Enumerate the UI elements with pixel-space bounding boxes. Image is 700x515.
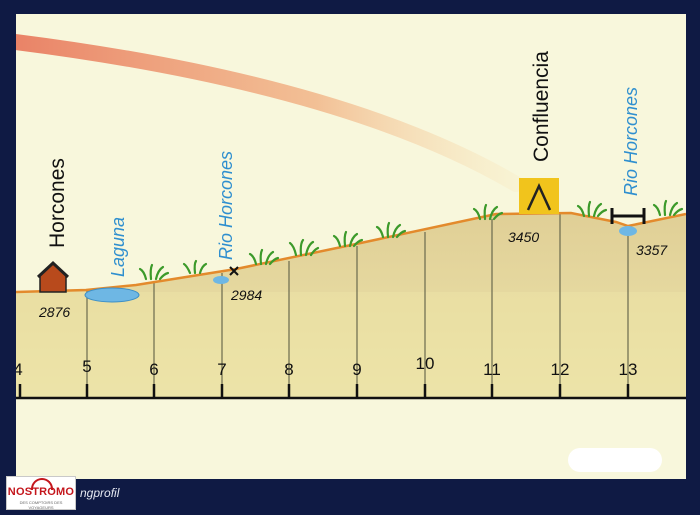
- river-water-2: [619, 226, 637, 236]
- cross-marker-icon: [229, 266, 239, 276]
- profile-line: [16, 211, 686, 294]
- tick-label-8: 8: [284, 360, 293, 379]
- bridge-icon: [610, 208, 646, 224]
- tick-label-6: 6: [149, 360, 158, 379]
- label-rio-horcones-1: Rio Horcones: [216, 151, 236, 260]
- logo-text: NOSTROMO: [7, 486, 75, 498]
- lower-band: [16, 292, 686, 398]
- elevation-profile: 4 5 6 7 8 9 10 11 12 13: [16, 14, 686, 479]
- trajectory-arc: [16, 34, 524, 192]
- label-horcones: Horcones: [46, 158, 69, 248]
- tick-label-5: 5: [82, 357, 91, 376]
- label-laguna: Laguna: [108, 217, 128, 277]
- tick-label-11: 11: [483, 360, 501, 379]
- logo-tagline: DES COMPTOIRS DES VOYAGEURS: [19, 500, 63, 510]
- elevation-end: 3357: [636, 242, 668, 258]
- footer-caption: ngprofil: [80, 486, 120, 500]
- elevation-start: 2876: [38, 304, 70, 320]
- camp-sign-icon: [519, 178, 559, 214]
- river-water-1: [213, 276, 229, 284]
- label-rio-horcones-2: Rio Horcones: [621, 87, 641, 196]
- tick-label-7: 7: [217, 360, 226, 379]
- hut-icon: [36, 260, 70, 293]
- grass-tufts: [138, 199, 684, 281]
- bottom-highlight: [568, 448, 662, 472]
- tick-label-4: 4: [16, 360, 23, 379]
- x-axis-ticks: [18, 384, 630, 398]
- tick-label-12: 12: [551, 360, 570, 379]
- profile-diagram: 4 5 6 7 8 9 10 11 12 13: [16, 34, 686, 472]
- label-confluencia: Confluencia: [530, 51, 553, 162]
- grid-lines: [86, 213, 629, 397]
- tick-label-13: 13: [619, 360, 638, 379]
- elevation-river-crossing: 2984: [230, 287, 262, 303]
- logo-arc-icon: [31, 478, 53, 490]
- elevation-confluencia: 3450: [508, 229, 539, 245]
- nostromo-logo: NOSTROMO DES COMPTOIRS DES VOYAGEURS: [6, 476, 76, 510]
- tick-label-10: 10: [416, 354, 435, 373]
- tick-label-9: 9: [352, 360, 361, 379]
- laguna-water: [84, 287, 140, 303]
